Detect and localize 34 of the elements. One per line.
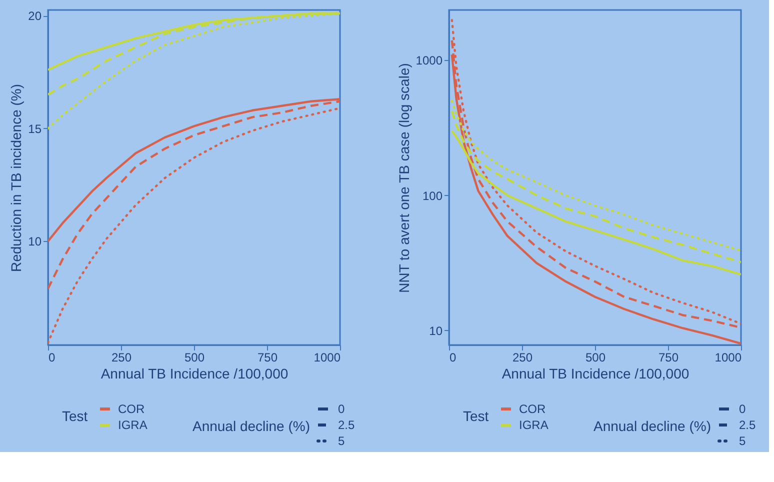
y-tick-label: 15	[28, 122, 42, 136]
x-tick-label: 1000	[714, 350, 742, 364]
legend-label: IGRA	[118, 418, 148, 432]
x-tick-label: 500	[184, 350, 205, 364]
y-tick-label: 10	[429, 324, 443, 338]
legend-label: COR	[519, 402, 546, 416]
legend-label: COR	[118, 402, 145, 416]
legend-label: IGRA	[519, 418, 548, 432]
y-tick-label: 1000	[416, 54, 443, 68]
text: 0	[739, 402, 746, 416]
text: 5	[338, 434, 345, 448]
y-tick-label: 100	[422, 188, 443, 203]
y-axis-title: Reduction in TB incidence (%)	[8, 84, 24, 272]
x-tick-label: 750	[257, 350, 278, 364]
text: Test	[62, 408, 88, 424]
x-axis-title: Annual TB Incidence /100,000	[100, 366, 288, 382]
text: 2.5	[338, 418, 356, 432]
y-tick-label: 20	[28, 9, 42, 24]
text: 2.5	[739, 418, 756, 432]
text: Test	[463, 408, 489, 424]
x-tick-label: 1000	[314, 350, 341, 364]
x-axis-title: Annual TB Incidence /100,000	[502, 366, 690, 382]
y-tick-label: 10	[28, 234, 42, 249]
text: Annual decline (%)	[593, 418, 711, 434]
text: 5	[739, 434, 746, 448]
x-tick-label: 250	[111, 350, 132, 364]
x-tick-label: 750	[658, 350, 679, 364]
x-tick-label: 250	[512, 350, 533, 364]
text: 0	[338, 402, 345, 416]
text: Annual decline (%)	[192, 418, 310, 434]
x-tick-label: 500	[585, 350, 606, 364]
y-axis-title: NNT to avert one TB case (log scale)	[396, 63, 412, 293]
x-tick-label: 0	[48, 350, 56, 364]
x-tick-label: 0	[450, 350, 456, 364]
